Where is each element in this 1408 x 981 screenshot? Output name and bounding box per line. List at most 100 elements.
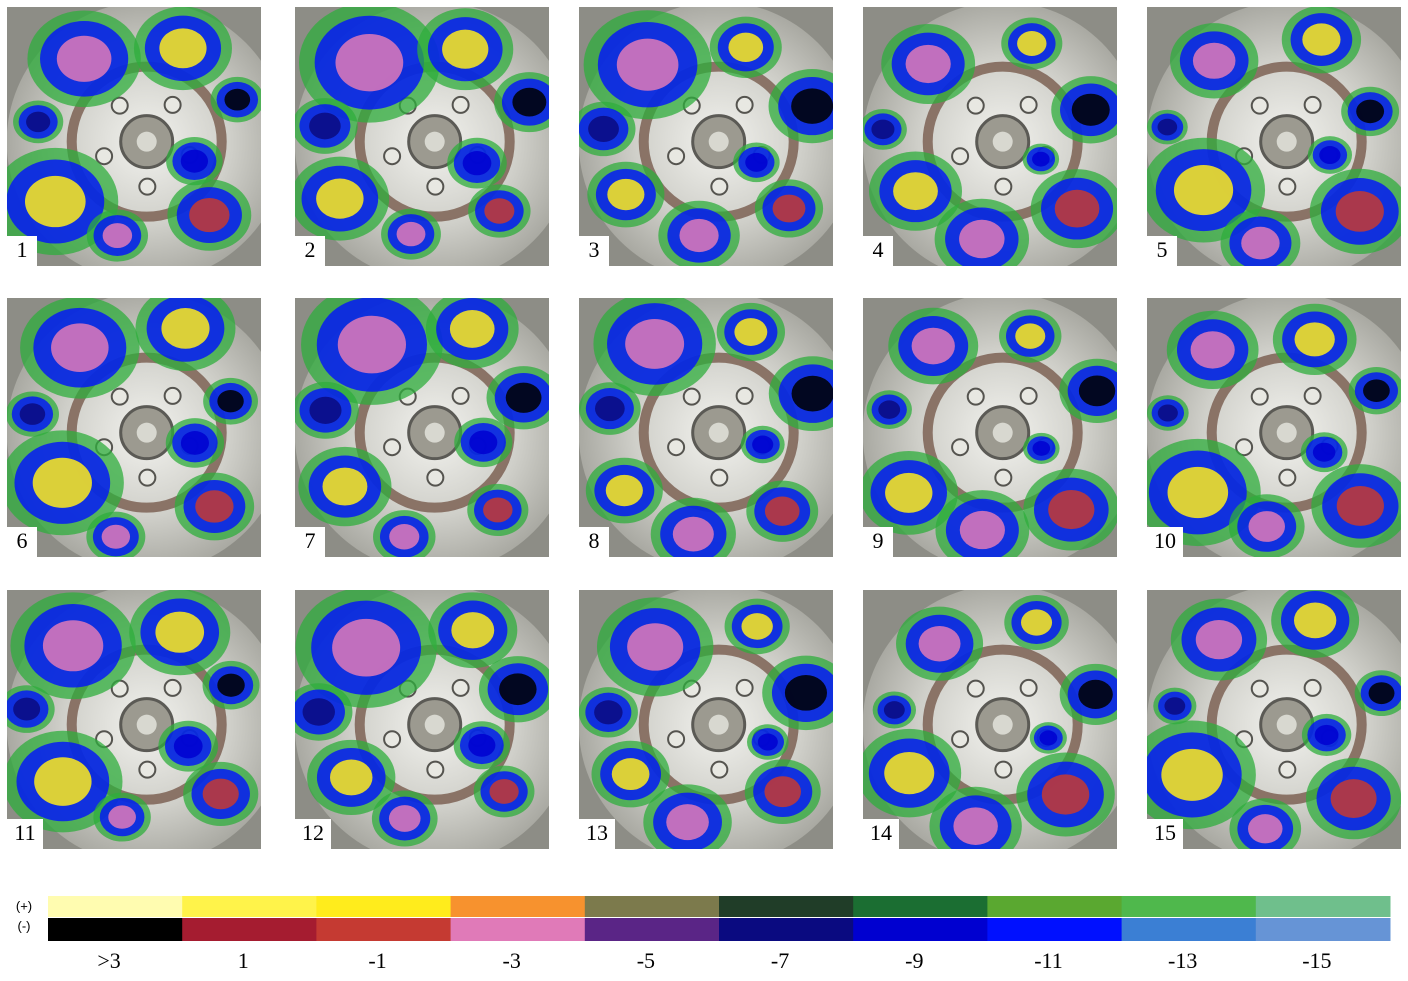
panel-label: 10 (1154, 528, 1176, 553)
legend-label: -15 (1302, 948, 1331, 973)
map-blob (13, 697, 41, 721)
panel-label-box (863, 819, 899, 849)
map-blob (672, 516, 714, 552)
hub-center (708, 714, 729, 735)
panel: 8 (579, 298, 833, 557)
map-blob (611, 758, 650, 791)
legend-label: 1 (238, 948, 249, 973)
map-blob (764, 776, 802, 808)
bolt-hole (451, 678, 470, 697)
map-blob (884, 751, 935, 795)
bolt-hole (1278, 177, 1297, 196)
bolt-hole (710, 177, 729, 196)
bolt-hole (951, 730, 970, 749)
legend-swatch-plus (182, 896, 317, 917)
bolt-hole (383, 438, 402, 457)
map-blob (1293, 602, 1337, 639)
map-blob (173, 734, 203, 759)
bolt-hole (451, 386, 470, 405)
map-blob (959, 510, 1005, 550)
map-blob (155, 611, 205, 653)
map-blob (32, 457, 92, 508)
map-blob (102, 223, 133, 249)
map-blob (1017, 31, 1047, 56)
plus-label: (+) (16, 898, 32, 913)
map-blob (1032, 440, 1051, 456)
map-blob (784, 675, 828, 711)
panel-label-box (295, 819, 331, 849)
bolt-hole (951, 438, 970, 457)
map-blob (1157, 404, 1178, 422)
legend-swatch-plus (450, 896, 586, 917)
hub-center (1276, 714, 1297, 735)
panel-label-box (1147, 527, 1183, 557)
bolt-hole (110, 96, 129, 115)
map-blob (1190, 331, 1235, 369)
bolt-hole (95, 147, 114, 166)
map-blob (468, 733, 496, 757)
map-blob (442, 29, 489, 69)
map-blob (791, 375, 833, 412)
map-blob (757, 733, 778, 751)
hub-center (992, 714, 1013, 735)
map-blob (1302, 23, 1341, 56)
bolt-hole (667, 730, 686, 749)
map-blob (189, 197, 230, 233)
map-blob (666, 804, 709, 841)
map-blob (309, 112, 341, 140)
map-blob (24, 175, 86, 228)
panel-label: 12 (302, 820, 324, 845)
map-blob (959, 219, 1005, 259)
map-blob (911, 327, 955, 365)
bolt-hole (667, 147, 686, 166)
map-blob (1248, 511, 1285, 542)
map-blob (1048, 490, 1095, 530)
bolt-hole (682, 387, 701, 406)
map-blob (1368, 682, 1395, 705)
map-blob (616, 38, 679, 91)
panel-label: 9 (873, 528, 884, 553)
map-blob (953, 807, 998, 845)
map-blob (462, 151, 492, 176)
map-blob (19, 403, 46, 425)
panel-label: 14 (870, 820, 892, 845)
bolt-hole (994, 177, 1013, 196)
map-blob (180, 149, 209, 173)
map-blob (34, 757, 92, 806)
panel-label-box (863, 527, 893, 557)
map-blob (101, 524, 131, 549)
bolt-hole (426, 177, 445, 196)
panel: 5 (1147, 7, 1401, 266)
map-blob (1078, 679, 1113, 710)
hub-center (708, 131, 729, 152)
bolt-hole (163, 95, 182, 114)
map-blob (1314, 724, 1339, 745)
legend-label: -1 (368, 948, 386, 973)
panel: 12 (295, 590, 549, 849)
map-blob (1363, 379, 1390, 403)
map-blob (772, 194, 806, 223)
legend-swatch-minus (584, 918, 720, 941)
map-blob (217, 390, 244, 413)
legend-swatch-plus (853, 896, 988, 917)
map-blob (764, 496, 800, 526)
map-blob (499, 673, 537, 706)
bolt-hole (1235, 438, 1254, 457)
map-blob (1032, 151, 1050, 167)
panel-label: 11 (14, 820, 35, 845)
panel: 11 (7, 590, 261, 849)
map-blob (322, 467, 368, 506)
panel-label: 4 (873, 237, 884, 262)
map-blob (1335, 191, 1384, 232)
map-blob (51, 323, 109, 373)
map-blob (335, 34, 404, 92)
legend-swatch-plus (48, 896, 183, 917)
bolt-hole (735, 386, 754, 405)
panel-label: 2 (305, 237, 316, 262)
minus-label: (-) (18, 918, 31, 933)
panel: 7 (295, 298, 549, 557)
panel-label-box (1147, 236, 1177, 266)
legend-swatch-plus (987, 896, 1123, 917)
map-blob (752, 435, 774, 454)
